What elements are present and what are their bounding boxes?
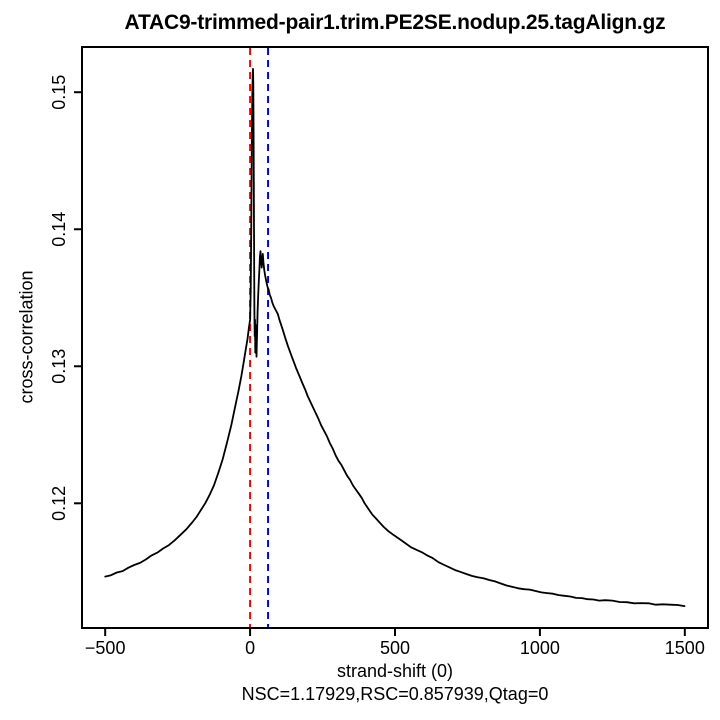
x-tick-label: 0: [245, 638, 255, 658]
stats-subtitle: NSC=1.17929,RSC=0.857939,Qtag=0: [241, 684, 549, 704]
y-tick-label: 0.14: [49, 212, 69, 247]
cross-correlation-curve: [104, 68, 686, 607]
plot-title: ATAC9-trimmed-pair1.trim.PE2SE.nodup.25.…: [124, 11, 666, 34]
y-tick-label: 0.13: [49, 349, 69, 384]
plot-frame: [81, 46, 709, 629]
x-tick-label: 500: [380, 638, 410, 658]
x-axis-label: strand-shift (0): [336, 661, 454, 681]
x-tick-label: −500: [85, 638, 126, 658]
x-tick-label: 1500: [665, 638, 705, 658]
y-tick-label: 0.12: [49, 486, 69, 521]
y-tick-label: 0.15: [49, 75, 69, 110]
x-tick-label: 1000: [520, 638, 560, 658]
